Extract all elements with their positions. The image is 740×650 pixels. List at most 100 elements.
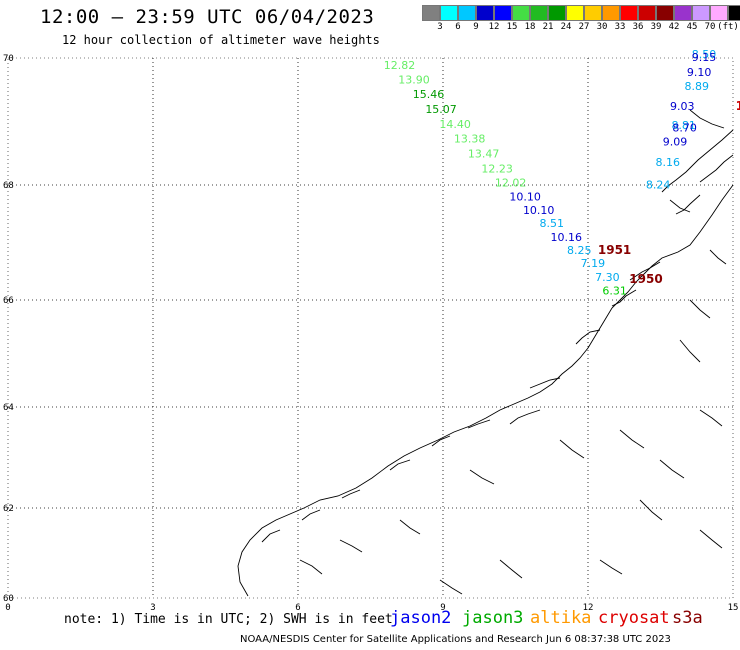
coastline-segment [619,429,645,449]
pass-time-label: 1951 [598,243,631,257]
coastline-segment [469,469,495,485]
page-subtitle: 12 hour collection of altimeter wave hei… [62,33,380,47]
wave-height-value: 8.24 [646,178,671,191]
coastline-segment [389,459,411,471]
legend-jason2: jason2 [390,608,452,628]
coastline-segment [699,154,734,183]
color-swatch [494,5,512,21]
pass-time-label: 1912 [736,99,740,113]
footnote: note: 1) Time is in UTC; 2) SWH is in fe… [64,612,393,627]
color-scale-label: 39 [650,22,662,32]
color-scale-label: 24 [560,22,572,32]
coastline-segment [339,539,363,553]
wave-height-value: 6.31 [602,284,627,297]
color-swatch [530,5,548,21]
coastline-segment [639,499,663,521]
color-swatch [656,5,674,21]
color-swatch [548,5,566,21]
color-scale-label: 30 [596,22,608,32]
coastline-segment [439,579,463,595]
wave-height-value: 15.07 [425,103,457,116]
color-swatch [440,5,458,21]
norway-coast [237,184,734,597]
longitude-label: 15 [728,603,739,613]
coastline-segment [341,489,361,499]
color-swatch [422,5,440,21]
color-swatch [602,5,620,21]
graticule [7,57,734,599]
coastline-segment [599,559,623,575]
color-swatch [692,5,710,21]
credit-line: NOAA/NESDIS Center for Satellite Applica… [240,634,671,645]
coastline-segment [431,435,451,447]
color-swatch [674,5,692,21]
coastline-segment [301,509,321,521]
wave-height-value: 9.09 [663,136,688,149]
longitude-label: 9 [440,603,445,613]
color-swatch [710,5,728,21]
color-scale-label: 70 [704,22,716,32]
color-scale-label: 18 [524,22,536,32]
wave-height-value: 12.02 [495,177,527,190]
wave-height-value: 8.16 [656,156,681,169]
color-swatch [584,5,602,21]
color-scale-label: 6 [455,22,461,32]
wave-height-value: 14.40 [439,118,471,131]
coastline-segment [299,559,323,575]
color-scale-label: 45 [686,22,698,32]
color-swatch [458,5,476,21]
legend-jason3: jason3 [462,608,524,628]
longitude-label: 0 [5,603,10,613]
latitude-label: 70 [3,54,14,64]
longitude-label: 6 [295,603,300,613]
wave-height-value: 8.50 [692,48,717,61]
latitude-label: 68 [3,181,14,191]
wave-height-value: 8.70 [672,122,697,135]
coastline-segment [709,249,727,265]
coastline-segment [559,439,585,459]
color-scale-label: (ft) [717,22,739,32]
color-swatch [620,5,638,21]
legend-altika: altika [530,608,592,628]
wave-height-value: 13.47 [468,148,500,161]
coastline-segment [399,519,421,535]
coastline-segment [509,409,541,425]
latitude-label: 66 [3,296,14,306]
coastline-segment [261,529,281,543]
coastline-segment [629,261,661,281]
coastline-segment [679,339,701,363]
coastline-segment [689,299,711,319]
coastline-segment [699,529,723,549]
legend-s3a: s3a [672,608,703,628]
pass-time-label: 1950 [629,272,662,286]
color-scale-label: 27 [578,22,590,32]
latitude-label: 62 [3,504,14,514]
color-scale-label: 36 [632,22,644,32]
wave-height-value: 7.19 [581,257,606,270]
coastline-segment [689,109,725,129]
wave-height-value: 10.10 [523,204,555,217]
wave-height-value: 9.15 [692,51,717,64]
color-swatch [728,5,740,21]
wave-height-value: 8.81 [671,119,696,132]
wave-height-value: 9.03 [670,100,695,113]
color-swatch [638,5,656,21]
color-swatch [476,5,494,21]
map-frame [7,57,734,599]
color-scale [422,5,740,21]
coastline-segment [659,459,685,479]
wave-height-value: 15.46 [413,88,445,101]
coastline-segment [575,329,601,345]
color-scale-label: 21 [542,22,554,32]
wave-height-value: 12.23 [481,162,513,175]
axis-labels: 70 68 66 64 62 600 3 6 9 12 15 [3,54,738,613]
page-title: 12:00 – 23:59 UTC 06/04/2023 [40,6,375,28]
coastline-segment [699,409,723,427]
coastline-segment [499,559,523,579]
color-scale-labels: 3 6 9 12 15 18 21 24 27 30 33 36 39 42 45 70 (ft) [422,22,740,34]
color-scale-label: 3 [437,22,443,32]
coastline [237,109,734,597]
longitude-label: 12 [583,603,594,613]
